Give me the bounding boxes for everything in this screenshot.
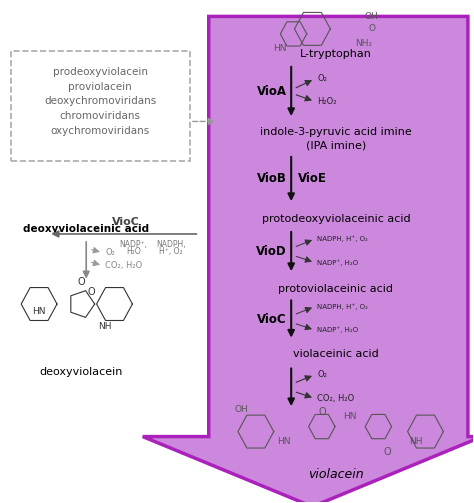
Text: HN: HN bbox=[343, 412, 357, 421]
Text: indole-3-pyruvic acid imine
(IPA imine): indole-3-pyruvic acid imine (IPA imine) bbox=[260, 127, 412, 150]
Text: O₂: O₂ bbox=[317, 74, 327, 83]
Text: VioD: VioD bbox=[256, 245, 286, 258]
Text: NH: NH bbox=[98, 322, 112, 331]
Text: NADPH, H⁺, O₂: NADPH, H⁺, O₂ bbox=[317, 235, 368, 242]
Text: protodeoxyviolaceinic acid: protodeoxyviolaceinic acid bbox=[262, 214, 410, 224]
Text: VioE: VioE bbox=[298, 173, 327, 186]
Text: HN: HN bbox=[32, 307, 46, 316]
Text: HN: HN bbox=[273, 44, 286, 53]
Text: NH: NH bbox=[410, 437, 423, 446]
Text: NADP⁺, H₂O: NADP⁺, H₂O bbox=[317, 259, 358, 266]
Text: VioB: VioB bbox=[256, 173, 286, 186]
Text: NADPH, H⁺, O₂: NADPH, H⁺, O₂ bbox=[317, 303, 368, 310]
Polygon shape bbox=[143, 17, 474, 503]
Text: deoxyviolaceinic acid: deoxyviolaceinic acid bbox=[23, 224, 149, 234]
Text: NADP⁺, H₂O: NADP⁺, H₂O bbox=[317, 326, 358, 333]
Text: OH: OH bbox=[235, 404, 248, 413]
Text: VioA: VioA bbox=[256, 85, 286, 98]
Text: VioC: VioC bbox=[257, 312, 286, 325]
Text: O: O bbox=[369, 25, 376, 33]
Text: HN: HN bbox=[277, 437, 291, 446]
Text: violaceinic acid: violaceinic acid bbox=[293, 349, 379, 359]
Text: protoviolaceinic acid: protoviolaceinic acid bbox=[278, 284, 393, 294]
Text: violacein: violacein bbox=[308, 468, 364, 480]
Text: O₂: O₂ bbox=[317, 370, 327, 379]
Text: deoxyviolacein: deoxyviolacein bbox=[40, 367, 123, 377]
Text: O: O bbox=[384, 447, 392, 457]
Text: H₂O: H₂O bbox=[126, 247, 141, 257]
Text: O: O bbox=[318, 406, 326, 416]
Text: NADPH,: NADPH, bbox=[156, 240, 186, 249]
Text: L-tryptophan: L-tryptophan bbox=[300, 49, 372, 59]
Text: H⁺, O₂: H⁺, O₂ bbox=[159, 247, 183, 257]
Text: CO₂, H₂O: CO₂, H₂O bbox=[317, 394, 355, 403]
Text: O₂: O₂ bbox=[105, 248, 115, 257]
Text: NH₂: NH₂ bbox=[355, 39, 372, 48]
Text: H₂O₂: H₂O₂ bbox=[317, 97, 337, 106]
Text: NADP⁺,: NADP⁺, bbox=[119, 240, 147, 249]
Text: VioC: VioC bbox=[112, 217, 140, 227]
Text: CO₂, H₂O: CO₂, H₂O bbox=[105, 261, 142, 270]
Text: O: O bbox=[78, 277, 85, 287]
Text: prodeoxyviolacein
proviolacein
deoxychromoviridans
chromoviridans
oxychromovirid: prodeoxyviolacein proviolacein deoxychro… bbox=[44, 67, 156, 136]
Text: O: O bbox=[87, 287, 95, 296]
Text: OH: OH bbox=[364, 12, 378, 21]
